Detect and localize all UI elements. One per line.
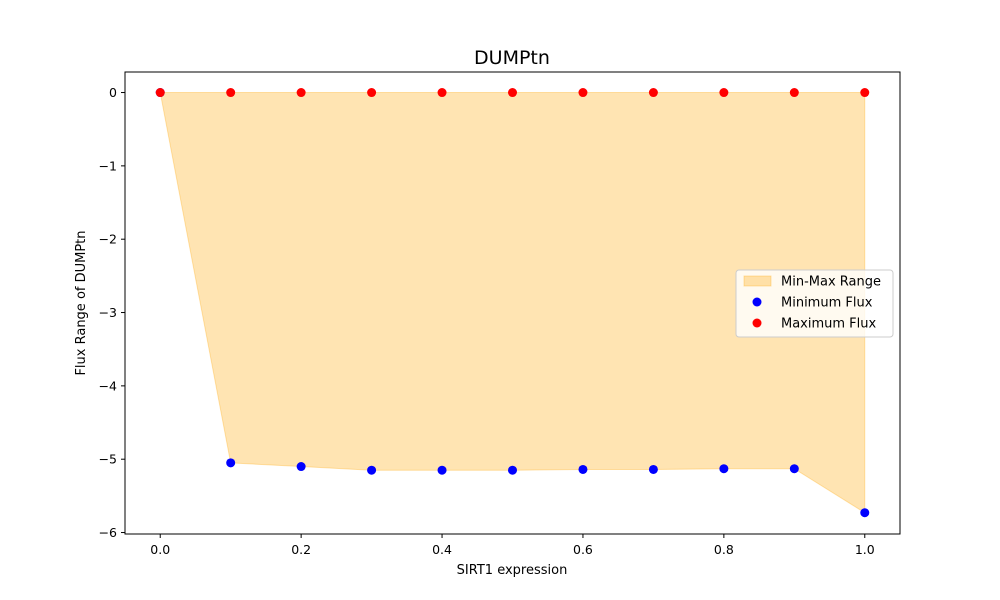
legend-label: Min-Max Range [781, 275, 881, 290]
minimum-flux-point [437, 465, 447, 475]
minimum-flux-point [648, 464, 658, 474]
x-tick-label: 0.4 [432, 542, 452, 557]
x-axis: 0.0 0.2 0.4 0.6 0.8 1.0 [150, 534, 875, 557]
legend-marker-maximum-flux [752, 318, 762, 328]
legend-label: Maximum Flux [781, 317, 877, 332]
maximum-flux-point [648, 88, 658, 98]
x-tick-label: 0.8 [714, 542, 734, 557]
y-tick-label: −2 [99, 232, 117, 247]
maximum-flux-point [508, 88, 517, 98]
chart-title: DUMPtn [474, 47, 550, 69]
minimum-flux-point [578, 464, 588, 474]
y-tick-label: −6 [99, 525, 117, 540]
maximum-flux-point [719, 88, 729, 98]
y-tick-label: −4 [99, 378, 117, 393]
minimum-flux-point [367, 465, 377, 475]
y-tick-label: −3 [99, 305, 117, 320]
maximum-flux-point [155, 88, 165, 98]
maximum-flux-point [296, 88, 306, 98]
y-tick-label: −5 [99, 452, 117, 467]
maximum-flux-point [578, 88, 588, 98]
minimum-flux-point [719, 464, 729, 474]
y-axis-label: Flux Range of DUMPtn [74, 230, 89, 375]
x-tick-label: 0.2 [291, 542, 311, 557]
minimum-flux-point [860, 508, 870, 518]
minimum-flux-point [789, 464, 799, 474]
x-tick-label: 1.0 [855, 542, 875, 557]
legend-swatch-min-max-range [743, 275, 772, 287]
y-tick-label: 0 [109, 85, 117, 100]
legend-marker-minimum-flux [752, 297, 762, 307]
x-axis-label: SIRT1 expression [457, 563, 568, 578]
minimum-flux-point [296, 462, 306, 472]
legend: Min-Max Range Minimum Flux Maximum Flux [735, 269, 894, 338]
minimum-flux-point [508, 465, 517, 475]
y-tick-label: −1 [99, 158, 117, 173]
x-tick-label: 0.6 [573, 542, 593, 557]
y-axis: 0 −1 −2 −3 −4 −5 −6 [99, 85, 125, 540]
legend-box [735, 269, 894, 338]
minimum-flux-point [226, 458, 236, 468]
maximum-flux-point [437, 88, 447, 98]
maximum-flux-point [226, 88, 236, 98]
x-tick-label: 0.0 [150, 542, 170, 557]
maximum-flux-point [860, 88, 870, 98]
axes-frame [124, 71, 901, 535]
legend-label: Minimum Flux [781, 296, 873, 311]
maximum-flux-point [789, 88, 799, 98]
maximum-flux-point [367, 88, 377, 98]
